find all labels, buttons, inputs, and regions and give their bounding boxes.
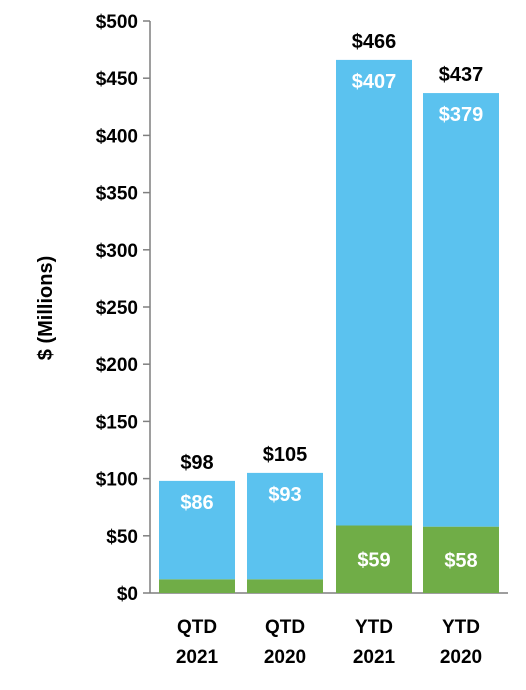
y-tick-label: $450 (96, 69, 138, 90)
x-category-label: YTD (442, 617, 480, 638)
bar-segment-top (159, 480, 235, 580)
y-tick-label: $350 (96, 184, 138, 205)
segment-value-label: $407 (352, 71, 397, 93)
bar-segment-top (247, 472, 323, 580)
y-tick-label: $500 (96, 12, 138, 33)
total-value-label: $98 (180, 452, 213, 474)
y-tick-label: $400 (96, 126, 138, 147)
y-tick-label: $0 (117, 584, 138, 605)
bar-segment-bottom (336, 525, 412, 593)
bar-segment-top (423, 93, 499, 527)
x-category-label: 2020 (264, 647, 306, 668)
bar-segment-top (336, 59, 412, 526)
bar-segment-bottom (159, 579, 235, 593)
total-value-label: $466 (352, 31, 397, 53)
y-tick-label: $300 (96, 241, 138, 262)
total-value-label: $437 (439, 64, 484, 86)
y-tick-label: $250 (96, 298, 138, 319)
segment-value-label: $59 (357, 549, 390, 571)
x-category-label: 2020 (440, 647, 482, 668)
segment-value-label: $93 (268, 484, 301, 506)
x-category-label: 2021 (353, 647, 396, 668)
y-tick-label: $200 (96, 355, 138, 376)
y-tick-label: $150 (96, 412, 138, 433)
x-category-label: QTD (265, 617, 305, 638)
y-axis-title-group: $ (Millions) (35, 256, 57, 360)
y-axis: $0 $50 $100 $150 $200 $250 $300 $350 $400 $450 $50… (96, 12, 508, 605)
y-tick-label: $100 (96, 470, 138, 491)
segment-value-label: $58 (444, 550, 477, 572)
bar-segment-bottom (247, 579, 323, 593)
y-tick-label: $50 (106, 527, 138, 548)
segment-value-label: $379 (439, 104, 484, 126)
bars (159, 59, 499, 593)
data-labels: $86 $98 $93 $105 $59 $407 $466 $58 $379 $437 (180, 31, 483, 572)
x-category-label: YTD (355, 617, 393, 638)
x-category-label: QTD (177, 617, 217, 638)
total-value-label: $105 (263, 444, 308, 466)
y-axis-title: $ (Millions) (35, 256, 57, 360)
x-category-label: 2021 (176, 647, 219, 668)
segment-value-label: $86 (180, 492, 213, 514)
x-axis: QTD 2021 QTD 2020 YTD 2021 YTD 2020 (176, 617, 482, 668)
bar-segment-bottom (423, 526, 499, 593)
